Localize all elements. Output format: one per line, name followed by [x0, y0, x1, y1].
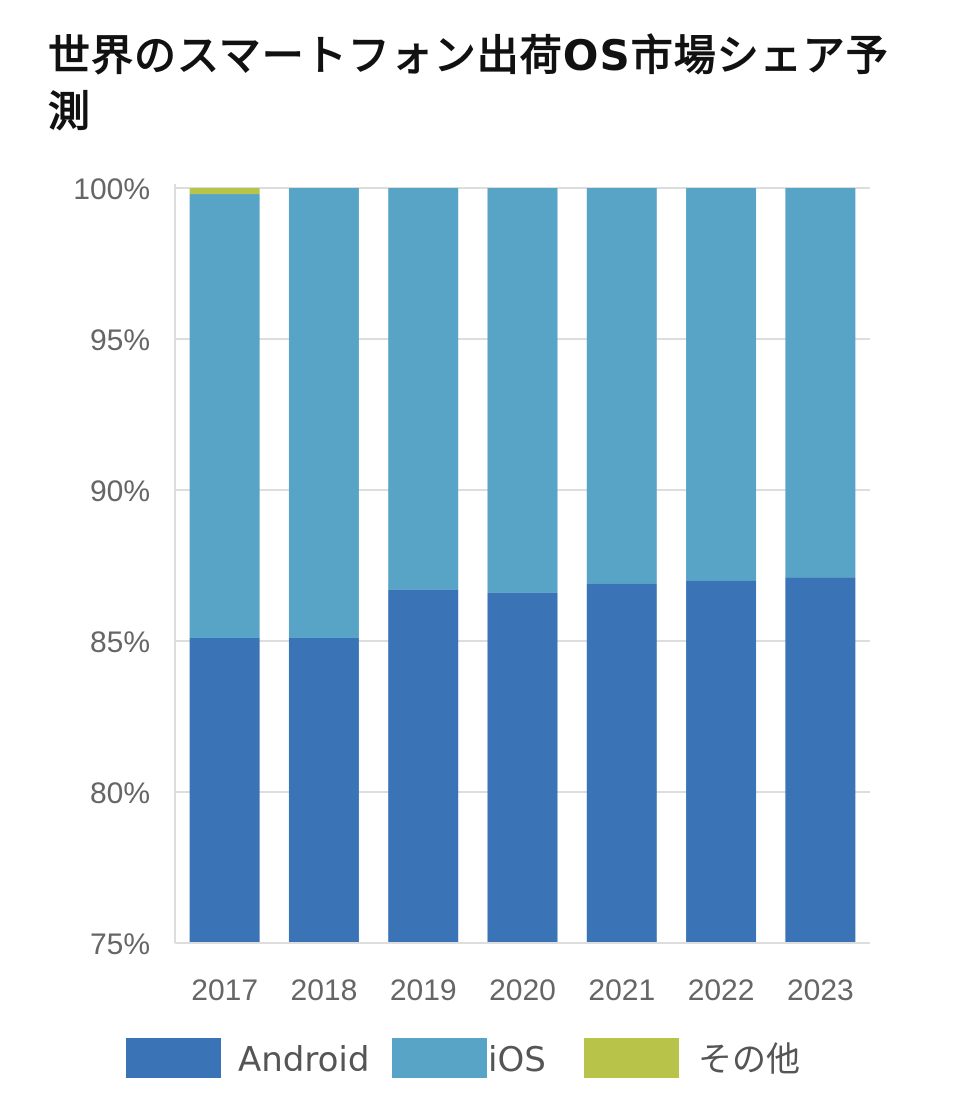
bar-iOS-2018	[288, 188, 359, 638]
y-tick-label: 85%	[90, 626, 150, 659]
bar-iOS-2017	[189, 194, 260, 638]
y-tick-label: 80%	[90, 777, 150, 810]
bar-Android-2023	[785, 577, 856, 943]
bar-Android-2021	[586, 583, 657, 943]
bar-Android-2022	[686, 580, 757, 943]
bar-Android-2019	[388, 589, 459, 943]
legend-label: iOS	[488, 1040, 546, 1080]
x-axis: 2017 2018 2019 2020 2021 2022 2023	[175, 942, 870, 1007]
legend-swatch-iOS	[392, 1038, 487, 1078]
legend-swatch-Android	[126, 1038, 221, 1078]
y-axis: 75% 80% 85% 90% 95% 100%	[73, 173, 176, 961]
chart-title: 世界のスマートフォン出荷OS市場シェア予測	[48, 31, 889, 136]
bar-Android-2018	[288, 637, 359, 943]
bars	[189, 188, 856, 943]
y-tick-label: 100%	[73, 173, 150, 206]
bar-iOS-2021	[586, 188, 657, 584]
y-tick-label: 95%	[90, 324, 150, 357]
y-tick-label: 90%	[90, 475, 150, 508]
y-tick-label: 75%	[90, 928, 150, 961]
x-tick-label: 2018	[291, 974, 358, 1007]
x-tick-label: 2021	[588, 974, 655, 1007]
bar-Android-2017	[189, 637, 260, 943]
legend: Android iOS その他	[126, 1038, 800, 1080]
bar-iOS-2022	[686, 188, 757, 581]
bar-その他-2017	[189, 188, 260, 195]
bar-iOS-2019	[388, 188, 459, 590]
x-tick-label: 2022	[688, 974, 755, 1007]
legend-label: その他	[698, 1040, 800, 1080]
legend-label: Android	[238, 1040, 369, 1080]
x-tick-label: 2017	[191, 974, 258, 1007]
bar-iOS-2023	[785, 188, 856, 578]
bar-iOS-2020	[487, 188, 558, 593]
legend-swatch-その他	[584, 1038, 679, 1078]
x-tick-label: 2020	[489, 974, 556, 1007]
bar-Android-2020	[487, 592, 558, 943]
x-tick-label: 2019	[390, 974, 457, 1007]
x-tick-label: 2023	[787, 974, 854, 1007]
